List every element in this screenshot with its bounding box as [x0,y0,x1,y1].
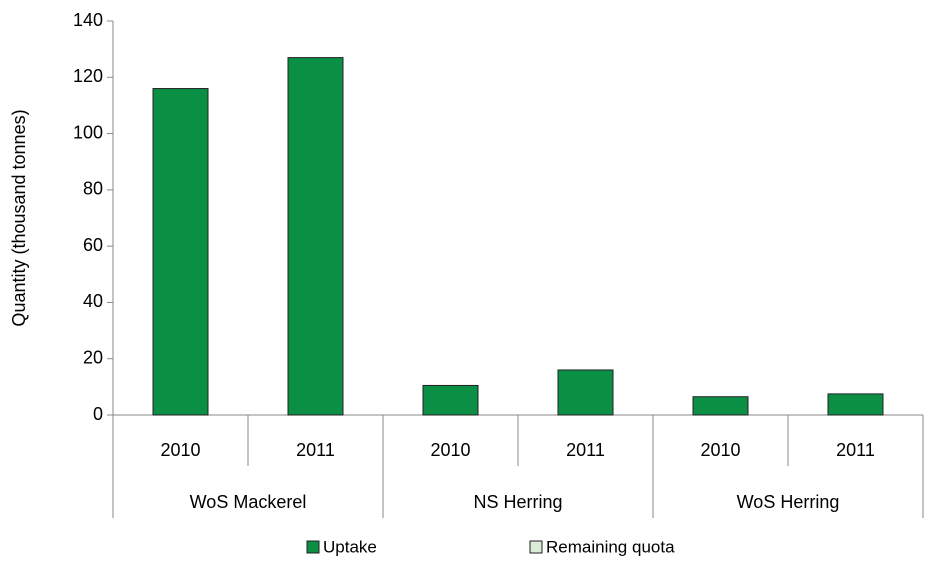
y-tick-label: 120 [73,66,103,86]
group-label: NS Herring [473,492,562,512]
x-tick-label: 2010 [700,440,740,460]
y-tick-label: 0 [93,404,103,424]
legend-swatch [529,540,543,554]
bar [287,57,344,416]
y-tick-label: 60 [83,235,103,255]
y-tick-label: 140 [73,10,103,30]
legend-label: Remaining quota [546,537,675,556]
legend-swatch [306,540,320,554]
y-tick-label: 80 [83,179,103,199]
bar [152,88,209,416]
bar [827,393,884,416]
bar [422,384,479,416]
x-tick-label: 2010 [160,440,200,460]
x-tick-label: 2011 [836,440,875,460]
legend-label: Uptake [323,537,377,556]
x-tick-label: 2011 [296,440,335,460]
y-tick-label: 20 [83,347,103,367]
y-tick-label: 100 [73,122,103,142]
group-label: WoS Mackerel [190,492,307,512]
bar [557,369,614,416]
x-tick-label: 2010 [430,440,470,460]
group-label: WoS Herring [737,492,840,512]
y-tick-label: 40 [83,291,103,311]
x-tick-label: 2011 [566,440,605,460]
y-axis-label: Quantity (thousand tonnes) [9,109,29,326]
bar [692,396,749,416]
